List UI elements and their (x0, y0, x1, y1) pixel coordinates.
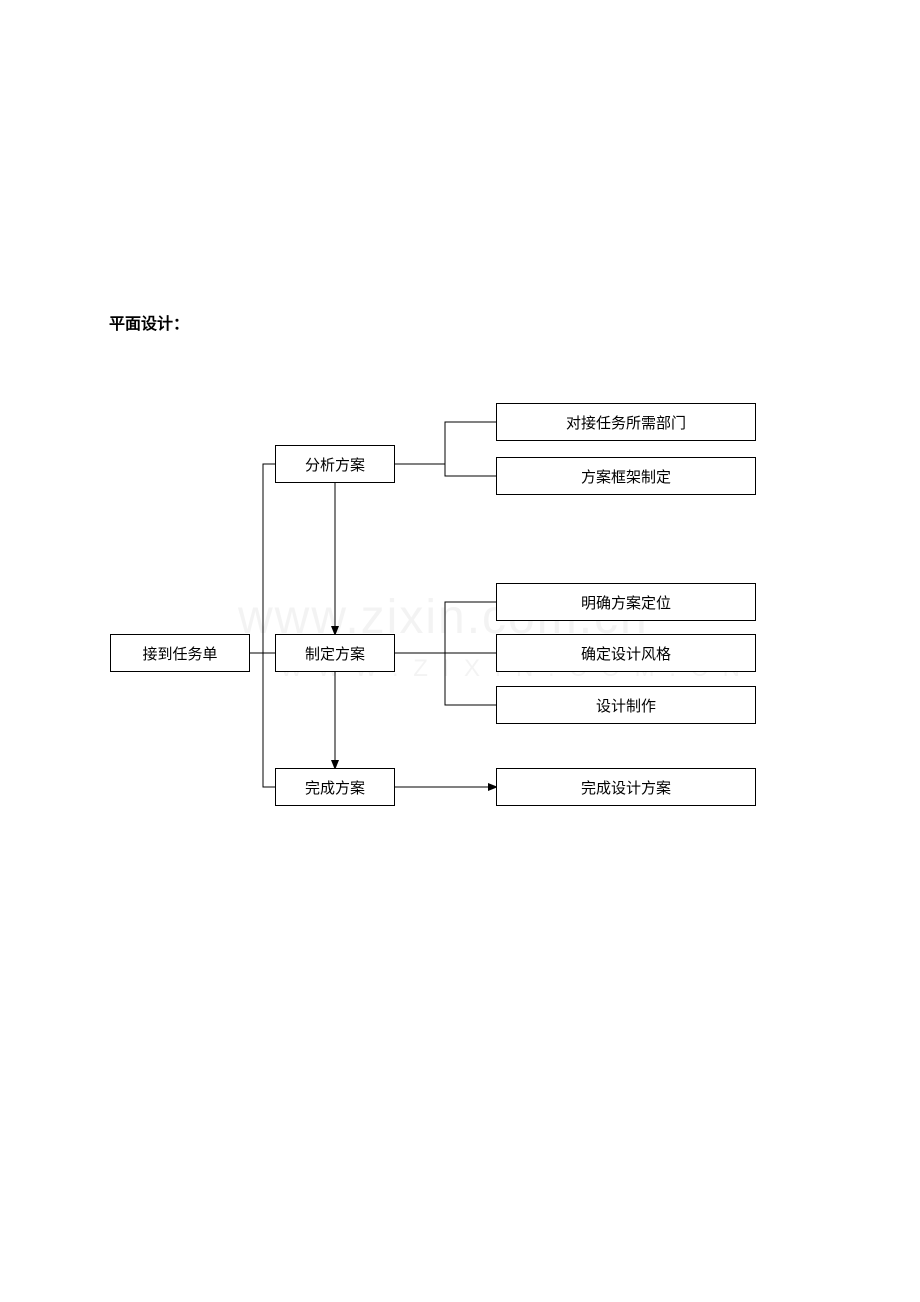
node-style: 确定设计风格 (496, 634, 756, 672)
node-plan: 制定方案 (275, 634, 395, 672)
node-receive: 接到任务单 (110, 634, 250, 672)
node-make: 设计制作 (496, 686, 756, 724)
node-analyze: 分析方案 (275, 445, 395, 483)
node-frame: 方案框架制定 (496, 457, 756, 495)
node-done: 完成设计方案 (496, 768, 756, 806)
node-dept: 对接任务所需部门 (496, 403, 756, 441)
node-complete: 完成方案 (275, 768, 395, 806)
page-title: 平面设计： (109, 310, 189, 334)
node-position: 明确方案定位 (496, 583, 756, 621)
